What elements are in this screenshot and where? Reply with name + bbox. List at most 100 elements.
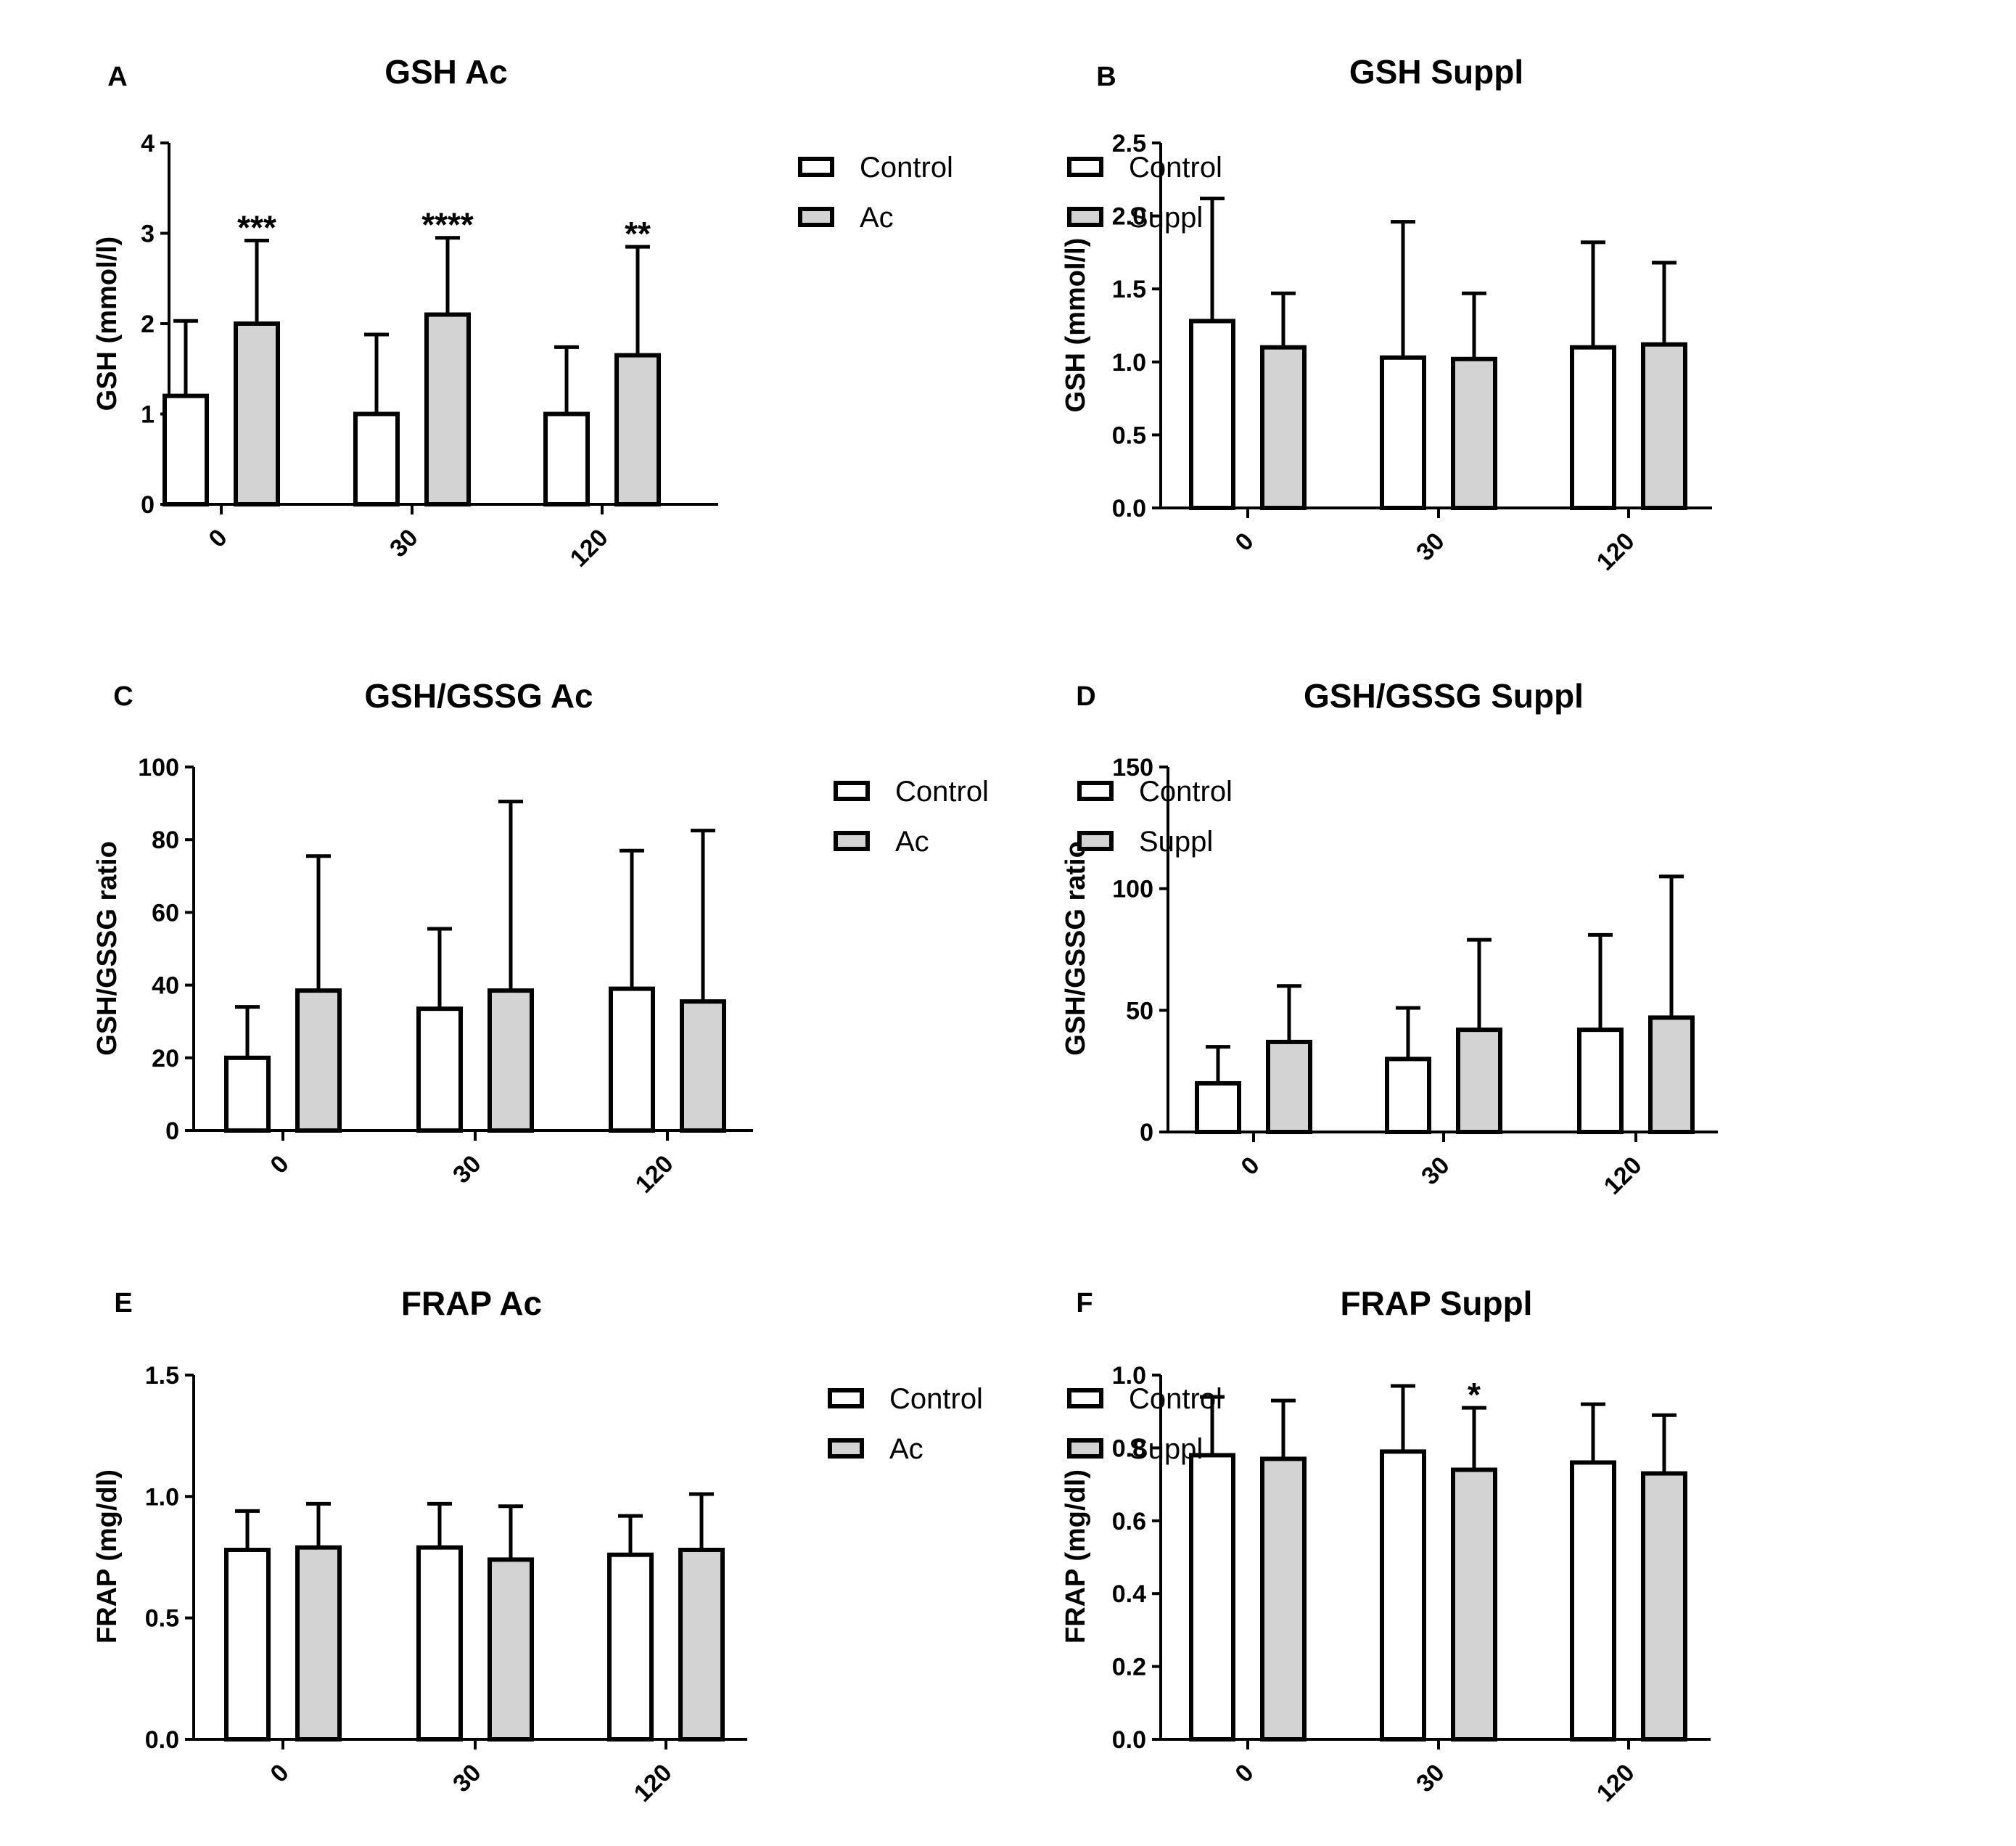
x-tick-label: 30 [384, 524, 424, 563]
legend-swatch-control [1077, 781, 1114, 801]
y-tick-label: 1.0 [145, 1483, 179, 1511]
legend-swatch-ac [834, 831, 870, 851]
y-tick-label: 1 [141, 401, 155, 429]
chart-title: FRAP Suppl [1341, 1284, 1533, 1322]
bar-control-30 [1385, 1057, 1431, 1135]
legend-swatch-control [798, 157, 834, 177]
bar-suppl-30 [1451, 1467, 1497, 1742]
y-tick-label: 0.2 [1112, 1654, 1146, 1681]
chart-title: GSH Suppl [1349, 53, 1523, 91]
y-axis-label: FRAP (mg/dl) [92, 1469, 123, 1644]
legend-label-control: Control [1129, 1383, 1222, 1415]
y-tick-label: 0 [165, 1117, 179, 1145]
y-tick-label: 1.5 [1112, 276, 1146, 303]
y-tick-label: 0.0 [1112, 1726, 1146, 1754]
legend-label-suppl: Suppl [1129, 202, 1203, 234]
bar-suppl-120 [1641, 342, 1687, 510]
y-tick-label: 40 [152, 972, 179, 1000]
y-tick-label: 1.5 [145, 1362, 179, 1390]
x-tick-label: 120 [1592, 528, 1640, 576]
legend-label-control: Control [860, 152, 953, 184]
y-tick-label: 1.0 [1112, 1362, 1146, 1390]
x-tick-label: 0 [1230, 1759, 1259, 1788]
bar-control-30 [1380, 355, 1426, 510]
bar-ac-30 [487, 988, 534, 1133]
bar-suppl-0 [1266, 1039, 1312, 1134]
y-tick-label: 60 [152, 899, 179, 927]
x-tick-label: 120 [1592, 1759, 1640, 1808]
bar-suppl-0 [1260, 1456, 1307, 1742]
legend-swatch-suppl [1067, 1438, 1103, 1459]
legend-swatch-suppl [1067, 207, 1103, 227]
panel-letter: C [113, 681, 133, 712]
y-tick-label: 2.5 [1112, 130, 1146, 157]
legend-label-control: Control [889, 1383, 983, 1415]
bar-control-30 [416, 1545, 463, 1742]
x-tick-label: 0 [203, 524, 232, 553]
x-tick-label: 120 [630, 1150, 679, 1199]
bar-control-30 [353, 411, 400, 506]
significance-marker: * [1468, 1376, 1481, 1414]
y-tick-label: 2.0 [1112, 203, 1146, 231]
x-tick-label: 120 [629, 1759, 678, 1808]
bar-ac-120 [678, 1547, 725, 1742]
legend-label-control: Control [1139, 776, 1233, 808]
x-tick-label: 30 [1416, 1152, 1455, 1191]
y-tick-label: 0.5 [145, 1605, 179, 1633]
x-tick-label: 30 [448, 1150, 487, 1189]
y-tick-label: 0.4 [1112, 1580, 1146, 1608]
x-tick-label: 30 [1411, 528, 1450, 567]
significance-marker: ** [625, 215, 651, 253]
bar-control-0 [1189, 1453, 1235, 1742]
y-tick-label: 2 [141, 311, 155, 338]
legend-swatch-control [1067, 157, 1103, 177]
x-tick-label: 0 [1235, 1152, 1264, 1181]
bar-control-30 [1380, 1449, 1426, 1742]
bar-suppl-30 [1451, 356, 1497, 510]
y-tick-label: 0 [141, 491, 155, 519]
y-tick-label: 0.5 [1112, 422, 1146, 449]
bar-control-120 [1570, 345, 1616, 510]
x-tick-label: 0 [265, 1759, 294, 1788]
y-tick-label: 0.8 [1112, 1435, 1146, 1462]
legend-label-ac: Ac [895, 826, 929, 858]
y-tick-label: 1.0 [1112, 349, 1146, 377]
chart-title: GSH/GSSG Suppl [1304, 677, 1584, 715]
bar-control-120 [1577, 1027, 1624, 1135]
bar-control-120 [609, 986, 655, 1133]
bar-control-30 [416, 1006, 463, 1133]
bar-ac-120 [614, 353, 661, 507]
legend-swatch-control [1067, 1388, 1103, 1408]
bar-control-0 [1189, 319, 1235, 510]
bar-ac-0 [234, 321, 280, 506]
y-axis-label: FRAP (mg/dl) [1061, 1469, 1091, 1644]
y-tick-label: 50 [1126, 997, 1153, 1025]
y-tick-label: 3 [141, 221, 155, 248]
legend-label-control: Control [1129, 152, 1222, 184]
bar-ac-30 [487, 1557, 534, 1742]
panel-b: B GSH Suppl GSH (mmol/l) 0.0 0.5 1.0 1.5 2.0 2.5… [1061, 53, 1712, 576]
panel-d: D GSH/GSSG Suppl GSH/GSSG ratio 0 50 100 150 0 3… [1061, 677, 1718, 1200]
bar-control-0 [224, 1055, 271, 1133]
y-axis-label: GSH (mmol/l) [1061, 238, 1091, 413]
bar-control-120 [1570, 1460, 1616, 1742]
legend-swatch-ac [828, 1438, 864, 1459]
chart-title: GSH/GSSG Ac [364, 677, 593, 715]
y-tick-label: 4 [141, 130, 155, 157]
panel-f: F FRAP Suppl FRAP (mg/dl) 0.0 0.2 0.4 0.6 0.8 1.… [1061, 1284, 1711, 1808]
significance-marker: *** [237, 208, 276, 246]
bar-ac-0 [295, 988, 342, 1133]
panel-letter: B [1096, 62, 1116, 92]
panel-letter: D [1076, 681, 1095, 712]
y-tick-label: 0.0 [145, 1726, 179, 1754]
bar-control-0 [224, 1547, 271, 1742]
y-tick-label: 20 [152, 1045, 179, 1072]
legend-label-ac: Ac [860, 202, 894, 234]
panel-c: C GSH/GSSG Ac GSH/GSSG ratio 0 20 40 60 80 100 0 3… [92, 677, 989, 1199]
y-tick-label: 0.6 [1112, 1508, 1146, 1535]
bar-ac-30 [424, 312, 471, 506]
x-tick-label: 120 [565, 524, 614, 573]
bar-suppl-0 [1260, 345, 1307, 510]
